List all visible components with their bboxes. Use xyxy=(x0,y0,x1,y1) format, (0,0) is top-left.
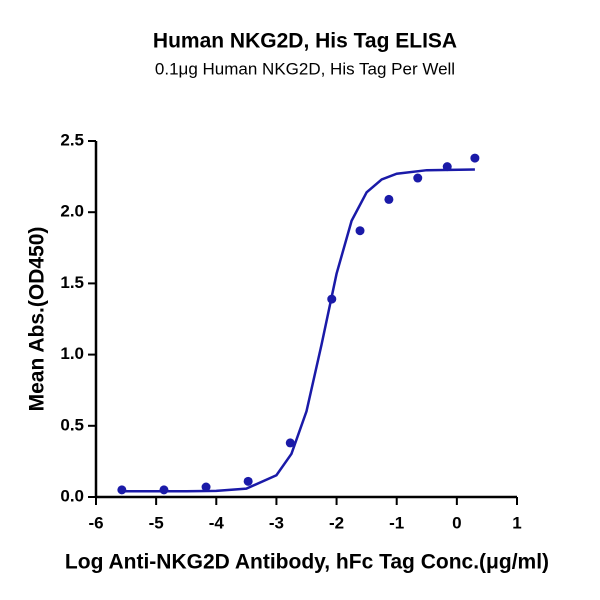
x-axis-title: Log Anti-NKG2D Antibody, hFc Tag Conc.(μ… xyxy=(65,551,549,574)
data-point xyxy=(201,482,211,492)
y-tick-label: 1.0 xyxy=(60,344,84,363)
data-point xyxy=(413,173,423,183)
chart-title: Human NKG2D, His Tag ELISA xyxy=(153,30,457,53)
data-point xyxy=(355,226,365,236)
y-tick-label: 0.0 xyxy=(60,486,84,505)
data-point xyxy=(384,194,394,204)
data-point xyxy=(117,485,127,495)
data-point xyxy=(285,438,295,448)
y-tick-label: 2.5 xyxy=(60,130,84,149)
y-tick-label: 2.0 xyxy=(60,202,84,221)
x-tick-label: -4 xyxy=(209,513,225,532)
y-tick-label: 0.5 xyxy=(60,415,84,434)
data-point xyxy=(159,485,169,495)
x-tick-label: -6 xyxy=(88,513,103,532)
y-tick-label: 1.5 xyxy=(60,273,84,292)
x-tick-label: 0 xyxy=(452,513,461,532)
x-tick-label: -1 xyxy=(389,513,404,532)
data-point xyxy=(470,153,480,163)
x-tick-label: 1 xyxy=(512,513,521,532)
y-axis-title: Mean Abs.(OD450) xyxy=(26,227,49,412)
x-tick-label: -5 xyxy=(149,513,164,532)
data-point xyxy=(243,476,253,486)
x-tick-label: -2 xyxy=(329,513,344,532)
x-tick-label: -3 xyxy=(269,513,284,532)
fit-curve xyxy=(120,168,475,493)
chart-subtitle: 0.1μg Human NKG2D, His Tag Per Well xyxy=(155,59,455,78)
